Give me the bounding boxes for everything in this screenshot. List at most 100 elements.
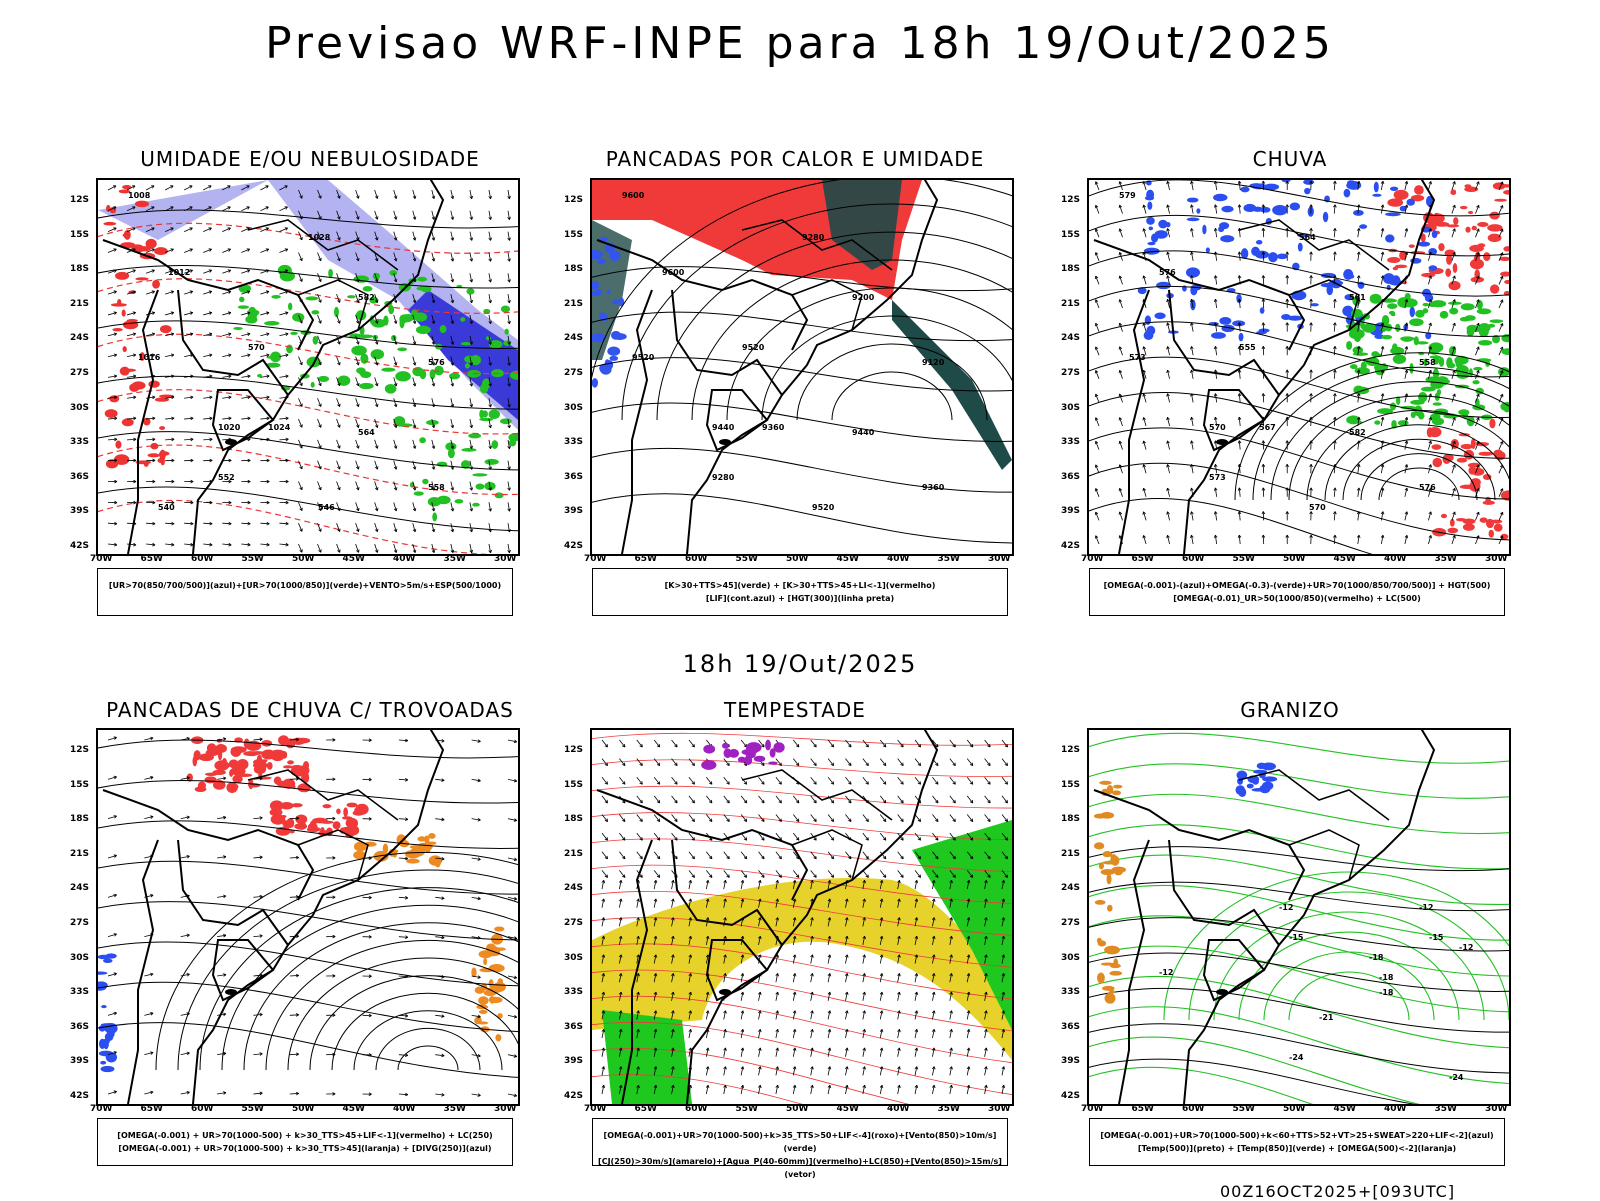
contour-label: 564 xyxy=(1299,233,1316,242)
map-panel-4 xyxy=(96,728,520,1106)
legend-line: [K>30+TTS>45](verde) + [K>30+TTS>45+LI<-… xyxy=(593,579,1007,592)
lon-tick-label: 30W xyxy=(494,1104,516,1114)
lon-tick-label: 70W xyxy=(90,1104,112,1114)
lon-tick-label: 40W xyxy=(393,554,415,564)
lon-tick-label: 30W xyxy=(1485,554,1507,564)
lat-tick-label: 18S xyxy=(1061,814,1080,824)
forecast-time-label: 18h 19/Out/2025 xyxy=(0,650,1600,678)
contour-label: -12 xyxy=(1419,903,1433,912)
lat-tick-label: 15S xyxy=(70,230,89,240)
lon-tick-label: 70W xyxy=(1081,1104,1103,1114)
run-timestamp: 00Z16OCT2025+[093UTC] xyxy=(1220,1182,1455,1201)
lat-tick-label: 39S xyxy=(70,506,89,516)
contour-label: 570 xyxy=(1209,423,1226,432)
lon-tick-label: 50W xyxy=(786,554,808,564)
lat-tick-label: 39S xyxy=(564,506,583,516)
panel-title-4: PANCADAS DE CHUVA C/ TROVOADAS xyxy=(95,698,525,722)
contour-label: 9520 xyxy=(812,503,835,512)
lat-tick-label: 24S xyxy=(564,333,583,343)
lat-tick-label: 18S xyxy=(564,814,583,824)
lat-tick-label: 12S xyxy=(70,195,89,205)
lon-tick-label: 60W xyxy=(685,1104,707,1114)
contour-label: 570 xyxy=(248,343,265,352)
temp850-green-ring xyxy=(1164,872,1509,1020)
lat-tick-label: 18S xyxy=(70,264,89,274)
lon-tick-label: 45W xyxy=(1334,1104,1356,1114)
lat-tick-label: 21S xyxy=(70,299,89,309)
lat-tick-label: 21S xyxy=(564,299,583,309)
contour-label: -18 xyxy=(1379,988,1394,997)
legend-line: [Temp(500)](preto) + [Temp(850)](verde) … xyxy=(1090,1142,1504,1155)
contour-label: -24 xyxy=(1289,1053,1304,1062)
lat-tick-label: 12S xyxy=(1061,195,1080,205)
panel-legend-6: [OMEGA(-0.001)+UR>70(1000-500)+k<60+TTS>… xyxy=(1089,1118,1505,1166)
legend-line: [CJ(250)>30m/s](amarelo)+[Agua_P(40-60mm… xyxy=(593,1155,1007,1181)
contour-label: 9280 xyxy=(712,473,735,482)
lat-tick-label: 30S xyxy=(1061,403,1080,413)
contour-label: 9440 xyxy=(852,428,875,437)
lat-tick-label: 15S xyxy=(70,780,89,790)
panel-title-3: CHUVA xyxy=(1075,147,1505,171)
lon-tick-label: 65W xyxy=(141,1104,163,1114)
contour-label: -24 xyxy=(1449,1073,1464,1082)
contour-label: 564 xyxy=(358,428,375,437)
lon-tick-label: 30W xyxy=(988,554,1010,564)
lat-tick-label: 39S xyxy=(1061,506,1080,516)
lat-tick-label: 27S xyxy=(1061,918,1080,928)
lat-tick-label: 33S xyxy=(564,987,583,997)
panel-legend-5: [OMEGA(-0.001)+UR>70(1000-500)+k>35_TTS>… xyxy=(592,1118,1008,1166)
contour-label: -12 xyxy=(1159,968,1173,977)
contour-label: 1016 xyxy=(138,353,161,362)
panel-title-2: PANCADAS POR CALOR E UMIDADE xyxy=(580,147,1010,171)
contour-label: 9600 xyxy=(622,191,645,200)
lat-tick-label: 42S xyxy=(564,1091,583,1101)
lon-tick-label: 65W xyxy=(635,1104,657,1114)
contour-label: 567 xyxy=(1259,423,1276,432)
lat-tick-label: 39S xyxy=(1061,1056,1080,1066)
lon-tick-label: 35W xyxy=(1435,1104,1457,1114)
lat-tick-label: 24S xyxy=(70,333,89,343)
contour-label: 582 xyxy=(358,293,375,302)
lat-tick-label: 18S xyxy=(70,814,89,824)
lon-tick-label: 35W xyxy=(1435,554,1457,564)
lat-tick-label: 36S xyxy=(564,472,583,482)
lat-tick-label: 33S xyxy=(70,437,89,447)
lon-tick-label: 40W xyxy=(1384,1104,1406,1114)
contour-label: 540 xyxy=(158,503,175,512)
wind-green-sw xyxy=(602,1010,692,1104)
lon-tick-label: 45W xyxy=(837,554,859,564)
contour-label: 9120 xyxy=(922,358,945,367)
lon-tick-label: 30W xyxy=(988,1104,1010,1114)
lat-tick-label: 12S xyxy=(564,195,583,205)
panel-title-5: TEMPESTADE xyxy=(580,698,1010,722)
lat-tick-label: 33S xyxy=(1061,987,1080,997)
lat-tick-label: 42S xyxy=(564,541,583,551)
lat-tick-label: 12S xyxy=(70,745,89,755)
lon-tick-label: 50W xyxy=(786,1104,808,1114)
lon-tick-label: 45W xyxy=(343,1104,365,1114)
lat-tick-label: 33S xyxy=(1061,437,1080,447)
contour-label: 9360 xyxy=(922,483,945,492)
lat-tick-label: 21S xyxy=(1061,849,1080,859)
legend-line: [UR>70(850/700/500)](azul)+[UR>70(1000/8… xyxy=(98,579,512,592)
lon-tick-label: 60W xyxy=(1182,554,1204,564)
lon-tick-label: 50W xyxy=(292,554,314,564)
contour-label: 9520 xyxy=(742,343,765,352)
legend-line: [OMEGA(-0.01)_UR>50(1000/850)(vermelho) … xyxy=(1090,592,1504,605)
contour-label: 546 xyxy=(318,503,335,512)
panel-title-1: UMIDADE E/OU NEBULOSIDADE xyxy=(95,147,525,171)
lon-tick-label: 55W xyxy=(242,1104,264,1114)
contour-label: 552 xyxy=(218,473,235,482)
contour-label: 573 xyxy=(1129,353,1146,362)
lat-tick-label: 30S xyxy=(70,953,89,963)
omega-orange xyxy=(1094,781,1126,1004)
lon-tick-label: 35W xyxy=(444,1104,466,1114)
lat-tick-label: 27S xyxy=(70,918,89,928)
thunder-red-2 xyxy=(270,800,369,837)
contour-label: -12 xyxy=(1459,943,1473,952)
lon-tick-label: 55W xyxy=(1233,554,1255,564)
contour-label: -18 xyxy=(1369,953,1384,962)
